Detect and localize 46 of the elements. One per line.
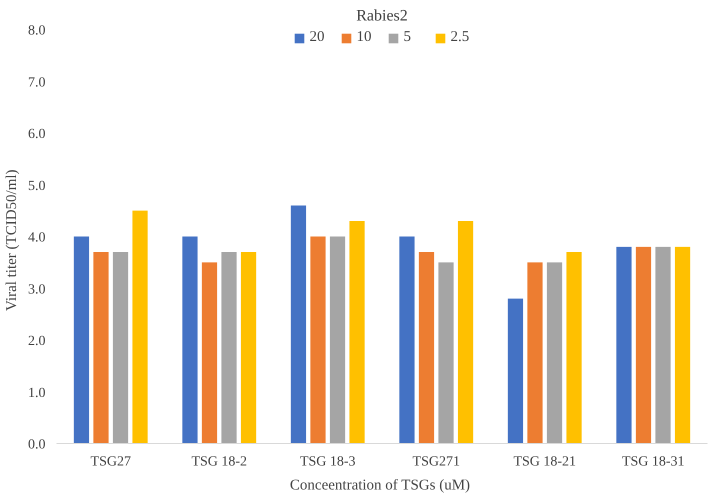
bar [132,210,148,444]
y-tick-label: 5.0 [28,178,46,194]
y-tick-label: 1.0 [28,386,46,401]
legend-label: 10 [356,29,372,46]
bar [458,220,474,444]
bar [418,252,434,444]
bar [93,252,109,444]
y-axis-title: Viral titer (TCID50/ml) [4,169,20,312]
y-tick-label: 6.0 [28,127,46,142]
bar [310,236,326,444]
bar [290,205,306,444]
y-tick-label: 7.0 [28,75,46,90]
y-tick-label: 0.0 [28,438,46,452]
y-tick-label: 8.0 [28,24,46,38]
x-tick-label: TSG 18-31 [622,454,685,470]
chart-title: Rabies2 [356,8,408,24]
legend-label: 2.5 [450,29,470,46]
bar [655,246,671,444]
y-tick-label: 2.0 [28,334,46,349]
legend-label: 20 [310,29,326,46]
bar [566,252,582,444]
bar [112,252,128,444]
x-tick-label: TSG 18-3 [300,454,356,470]
bar [74,236,90,444]
bar [182,236,198,444]
y-tick-label: 3.0 [28,282,46,298]
x-tick-label: TSG 18-2 [191,454,248,470]
bar [636,246,652,444]
bar [508,298,524,444]
bar [221,252,237,444]
bar [349,220,365,444]
x-tick-label: TSG271 [412,454,460,470]
bar [330,236,346,444]
y-tick-label: 4.0 [28,230,46,246]
bar [399,236,415,444]
bar [438,262,454,444]
x-tick-label: TSG27 [90,454,131,470]
bar [527,262,543,444]
bar [616,246,632,444]
bar [202,262,218,444]
bar [546,262,562,444]
x-tick-label: TSG 18-21 [513,454,576,470]
x-axis-title: Conceentration of TSGs (uM) [290,478,470,494]
bar [240,252,256,444]
legend-label: 5 [404,29,412,46]
bar [674,246,690,444]
